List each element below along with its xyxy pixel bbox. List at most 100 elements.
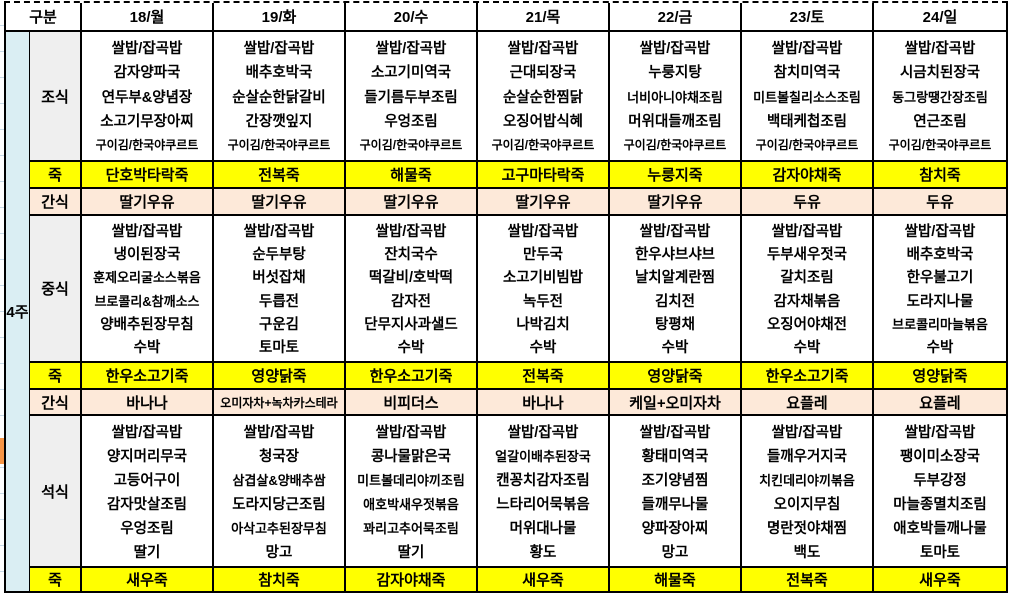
menu-item: 쌀밥/잡곡밥 [771, 40, 843, 57]
day-header-cell[interactable]: 23/토 [742, 3, 874, 32]
menu-item: 들깨무나물 [641, 496, 709, 513]
menu-item: 머위대들깨조림 [628, 113, 722, 130]
dinner-cell[interactable]: 쌀밥/잡곡밥 팽이미소장국 두부강정 마늘종멸치조림 애호박들깨나물 토마토 [874, 416, 1006, 568]
lunch-cell[interactable]: 쌀밥/잡곡밥 배추호박국 한우불고기 도라지나물 브로콜리마늘볶음 수박 [874, 216, 1006, 363]
dinner-cell[interactable]: 쌀밥/잡곡밥 콩나물맑은국 미트볼데리야끼조림 애호박새우젓볶음 꽈리고추어묵조림 딸기 [346, 416, 478, 568]
lunch-cell[interactable]: 쌀밥/잡곡밥 한우샤브샤브 날치알계란찜 김치전 탕평채 수박 [610, 216, 742, 363]
porridge1-cell[interactable]: 단호박타락죽 [82, 162, 214, 189]
porridge3-cell[interactable]: 새우죽 [82, 568, 214, 591]
porridge2-cell[interactable]: 한우소고기죽 [82, 363, 214, 390]
breakfast-cell[interactable]: 쌀밥/잡곡밥 소고기미역국 들기름두부조림 우엉조림 구이김/한국야쿠르트 [346, 32, 478, 162]
porridge2-cell[interactable]: 한우소고기죽 [742, 363, 874, 390]
day-header-cell[interactable]: 19/화 [214, 3, 346, 32]
menu-item: 소고기미역국 [370, 65, 452, 82]
porridge3-cell[interactable]: 참치죽 [214, 568, 346, 591]
menu-item: 감자양파국 [113, 65, 181, 82]
snack1-cell[interactable]: 딸기우유 [478, 189, 610, 216]
breakfast-cell[interactable]: 쌀밥/잡곡밥 배추호박국 순살순한닭갈비 간장깻잎지 구이김/한국야쿠르트 [214, 32, 346, 162]
porridge3-cell[interactable]: 전복죽 [742, 568, 874, 591]
breakfast-cell[interactable]: 쌀밥/잡곡밥 참치미역국 미트볼칠리소스조림 백태케첩조림 구이김/한국야쿠르트 [742, 32, 874, 162]
lunch-cell[interactable]: 쌀밥/잡곡밥 두부새우젓국 갈치조림 감자채볶음 오징어야채전 수박 [742, 216, 874, 363]
snack2-cell[interactable]: 바나나 [82, 390, 214, 416]
snack2-cell[interactable]: 요플레 [742, 390, 874, 416]
day-header-cell[interactable]: 18/월 [82, 3, 214, 32]
dinner-cell[interactable]: 쌀밥/잡곡밥 황태미역국 조기양념찜 들깨무나물 양파장아찌 망고 [610, 416, 742, 568]
dinner-cell[interactable]: 쌀밥/잡곡밥 양지머리무국 고등어구이 감자맛살조림 우엉조림 딸기 [82, 416, 214, 568]
menu-item: 참치미역국 [773, 65, 841, 82]
menu-item: 쌀밥/잡곡밥 [507, 224, 579, 241]
menu-item: 들기름두부조림 [364, 89, 458, 106]
menu-item: 누룽지탕 [648, 65, 702, 82]
category-header-cell[interactable]: 구분 [6, 3, 82, 32]
menu-item: 순살순한닭갈비 [232, 89, 326, 106]
porridge2-cell[interactable]: 영양닭죽 [214, 363, 346, 390]
snack1-cell[interactable]: 딸기우유 [82, 189, 214, 216]
snack2-cell[interactable]: 오미자차+녹차카스테라 [214, 390, 346, 416]
porridge3-cell[interactable]: 새우죽 [478, 568, 610, 591]
snack2-cell[interactable]: 비피더스 [346, 390, 478, 416]
menu-item: 나박김치 [516, 316, 570, 333]
row-label-lunch[interactable]: 중식 [30, 216, 82, 363]
menu-item: 애호박들깨나물 [893, 520, 987, 537]
snack1-cell[interactable]: 딸기우유 [610, 189, 742, 216]
row-label-snack[interactable]: 간식 [30, 189, 82, 216]
snack1-cell[interactable]: 딸기우유 [346, 189, 478, 216]
menu-item: 감자전 [390, 293, 432, 310]
porridge1-cell[interactable]: 전복죽 [214, 162, 346, 189]
porridge1-cell[interactable]: 해물죽 [346, 162, 478, 189]
snack2-cell[interactable]: 요플레 [874, 390, 1006, 416]
dinner-cell[interactable]: 쌀밥/잡곡밥 얼갈이배추된장국 캔꽁치감자조림 느타리어묵볶음 머위대나물 황도 [478, 416, 610, 568]
menu-item: 수박 [397, 339, 425, 356]
porridge2-cell[interactable]: 영양닭죽 [610, 363, 742, 390]
week-label-cell[interactable]: 4주 [6, 32, 30, 591]
breakfast-cell[interactable]: 쌀밥/잡곡밥 시금치된장국 동그랑땡간장조림 연근조림 구이김/한국야쿠르트 [874, 32, 1006, 162]
lunch-cell[interactable]: 쌀밥/잡곡밥 만두국 소고기비빔밥 녹두전 나박김치 수박 [478, 216, 610, 363]
row-label-porridge[interactable]: 죽 [30, 162, 82, 189]
porridge1-cell[interactable]: 고구마타락죽 [478, 162, 610, 189]
porridge3-cell[interactable]: 새우죽 [874, 568, 1006, 591]
menu-item: 쌀밥/잡곡밥 [639, 224, 711, 241]
porridge2-cell[interactable]: 영양닭죽 [874, 363, 1006, 390]
menu-item: 쌀밥/잡곡밥 [904, 424, 976, 441]
menu-item: 토마토 [919, 544, 961, 561]
porridge1-cell[interactable]: 참치죽 [874, 162, 1006, 189]
porridge3-cell[interactable]: 해물죽 [610, 568, 742, 591]
day-header-cell[interactable]: 22/금 [610, 3, 742, 32]
row-label-dinner[interactable]: 석식 [30, 416, 82, 568]
porridge1-cell[interactable]: 누룽지죽 [610, 162, 742, 189]
row-label-porridge[interactable]: 죽 [30, 568, 82, 591]
menu-item: 쌀밥/잡곡밥 [771, 224, 843, 241]
row-label-snack[interactable]: 간식 [30, 390, 82, 416]
menu-item: 망고 [265, 544, 293, 561]
menu-item: 소고기무장아찌 [100, 113, 194, 130]
porridge1-cell[interactable]: 감자야채죽 [742, 162, 874, 189]
breakfast-cell[interactable]: 쌀밥/잡곡밥 누룽지탕 너비아니야채조림 머위대들깨조림 구이김/한국야쿠르트 [610, 32, 742, 162]
row-label-breakfast[interactable]: 조식 [30, 32, 82, 162]
day-header-cell[interactable]: 21/목 [478, 3, 610, 32]
lunch-cell[interactable]: 쌀밥/잡곡밥 잔치국수 떡갈비/호박떡 감자전 단무지사과샐드 수박 [346, 216, 478, 363]
dinner-cell[interactable]: 쌀밥/잡곡밥 청국장 삼겹살&양배추쌈 도라지당근조림 아삭고추된장무침 망고 [214, 416, 346, 568]
menu-item: 명란젓야채찜 [766, 520, 848, 537]
menu-item: 쌀밥/잡곡밥 [243, 224, 315, 241]
dinner-cell[interactable]: 쌀밥/잡곡밥 들깨우거지국 치킨데리야끼볶음 오이지무침 명란젓야채찜 백도 [742, 416, 874, 568]
snack2-cell[interactable]: 바나나 [478, 390, 610, 416]
porridge2-cell[interactable]: 한우소고기죽 [346, 363, 478, 390]
row-label-porridge[interactable]: 죽 [30, 363, 82, 390]
menu-item: 쌀밥/잡곡밥 [507, 40, 579, 57]
sheet-margin-gridlines [0, 0, 4, 594]
breakfast-cell[interactable]: 쌀밥/잡곡밥 감자양파국 연두부&양념장 소고기무장아찌 구이김/한국야쿠르트 [82, 32, 214, 162]
menu-item: 백태케첩조림 [766, 113, 848, 130]
menu-item: 얼갈이배추된장국 [495, 448, 591, 464]
lunch-cell[interactable]: 쌀밥/잡곡밥 냉이된장국 훈제오리굴소스볶음 브로콜리&참깨소스 양배추된장무침 수박 [82, 216, 214, 363]
breakfast-cell[interactable]: 쌀밥/잡곡밥 근대되장국 순살순한찜닭 오징어밥식혜 구이김/한국야쿠르트 [478, 32, 610, 162]
day-header-cell[interactable]: 24/일 [874, 3, 1006, 32]
lunch-cell[interactable]: 쌀밥/잡곡밥 순두부탕 버섯잡채 두릅전 구운김 토마토 [214, 216, 346, 363]
snack1-cell[interactable]: 두유 [742, 189, 874, 216]
day-header-cell[interactable]: 20/수 [346, 3, 478, 32]
snack1-cell[interactable]: 딸기우유 [214, 189, 346, 216]
snack2-cell[interactable]: 케일+오미자차 [610, 390, 742, 416]
snack1-cell[interactable]: 두유 [874, 189, 1006, 216]
porridge2-cell[interactable]: 전복죽 [478, 363, 610, 390]
porridge3-cell[interactable]: 감자야채죽 [346, 568, 478, 591]
